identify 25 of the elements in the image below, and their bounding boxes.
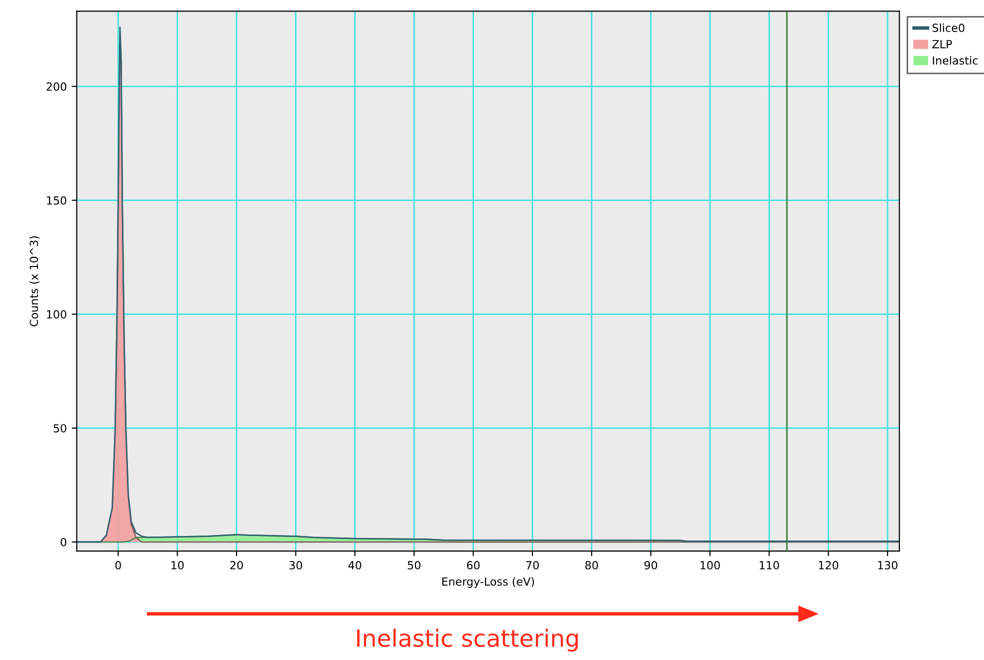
x-tick-label: 100 xyxy=(700,561,720,570)
x-axis-title: Energy-Loss (eV) xyxy=(442,577,534,588)
x-tick-label: 0 xyxy=(115,561,121,570)
x-tick-label: 20 xyxy=(230,561,243,570)
x-tick-label: 80 xyxy=(585,561,598,570)
y-tick-label: 50 xyxy=(54,424,66,432)
y-tick-label: 150 xyxy=(47,196,66,205)
legend-label: Slice0 xyxy=(932,23,964,32)
x-tick-label: 30 xyxy=(290,561,302,570)
y-tick-label: 100 xyxy=(47,310,66,319)
x-tick-label: 10 xyxy=(172,561,184,570)
text: Inelastic scattering xyxy=(357,628,578,652)
x-tick-label: 50 xyxy=(408,561,420,570)
x-tick-label: 110 xyxy=(760,561,780,570)
x-tick-label: 60 xyxy=(466,561,480,570)
x-tick-label: 40 xyxy=(348,561,362,570)
y-axis-title: Counts (x 10^3) xyxy=(30,236,40,326)
x-tick-label: 70 xyxy=(526,561,539,570)
legend-label: Inelastic xyxy=(932,56,978,65)
x-tick-label: 90 xyxy=(644,561,658,570)
x-tick-label: 130 xyxy=(878,561,898,570)
y-tick-label: 200 xyxy=(46,82,66,91)
x-tick-label: 120 xyxy=(818,561,838,570)
y-tick-label: 0 xyxy=(60,538,66,546)
legend-label: ZLP xyxy=(932,40,952,48)
